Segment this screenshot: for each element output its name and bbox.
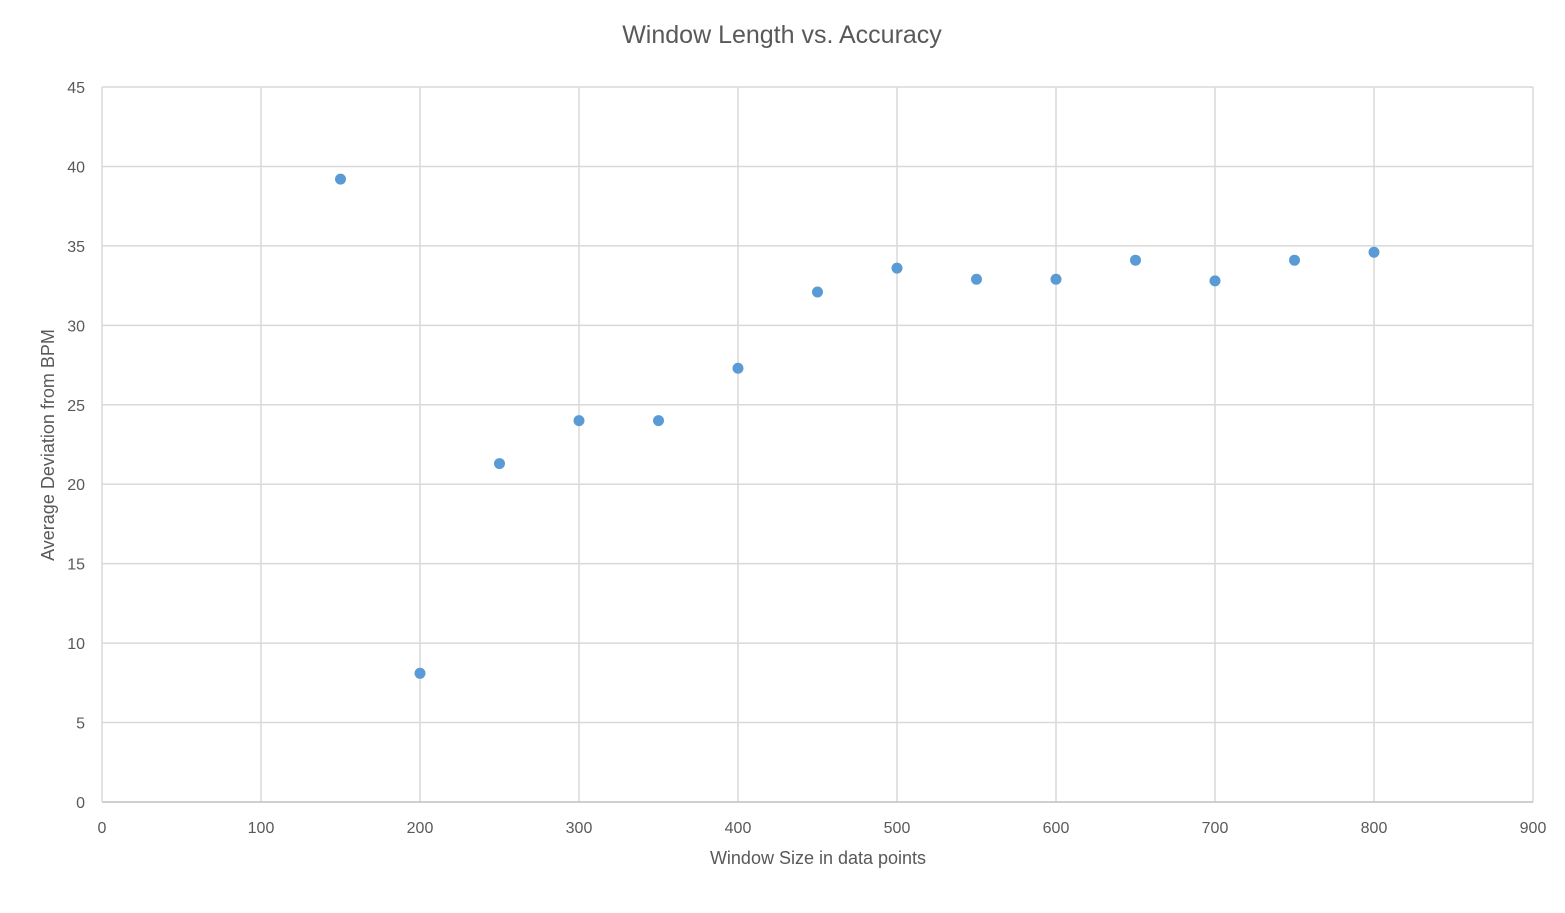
y-tick-label: 0	[76, 795, 85, 812]
data-point	[573, 415, 585, 427]
x-tick-label: 0	[98, 820, 107, 837]
data-points	[335, 173, 1380, 679]
y-tick-label: 20	[67, 477, 85, 494]
axes	[101, 87, 1533, 803]
x-tick-label: 500	[884, 820, 911, 837]
x-tick-label: 900	[1520, 820, 1547, 837]
data-point	[414, 667, 426, 679]
data-point	[971, 273, 982, 285]
y-tick-label: 30	[67, 318, 85, 335]
x-tick-label: 800	[1361, 820, 1388, 837]
y-axis-title: Average Deviation from BPM	[38, 329, 58, 561]
x-tick-label: 300	[566, 820, 593, 837]
x-tick-label: 600	[1043, 820, 1070, 837]
data-point	[1130, 254, 1141, 266]
data-point	[1289, 254, 1300, 266]
data-point	[891, 262, 903, 274]
gridlines	[102, 86, 1534, 802]
y-axis-tick-labels: 0 5 10 15 20 25 30 35 40 45	[67, 80, 85, 812]
data-point	[653, 415, 664, 427]
y-tick-label: 40	[67, 159, 85, 176]
y-tick-label: 35	[67, 239, 85, 256]
data-point	[1050, 273, 1062, 285]
data-point	[494, 458, 505, 470]
data-point	[812, 286, 823, 298]
chart-title: Window Length vs. Accuracy	[622, 21, 942, 49]
y-tick-label: 45	[67, 80, 85, 97]
data-point	[335, 173, 346, 185]
y-tick-label: 5	[76, 716, 85, 733]
y-tick-label: 25	[67, 398, 85, 415]
x-tick-label: 700	[1202, 820, 1229, 837]
x-axis-tick-labels: 0 100 200 300 400 500 600 700 800 900	[98, 820, 1547, 837]
x-tick-label: 100	[248, 820, 275, 837]
x-tick-label: 200	[407, 820, 434, 837]
y-tick-label: 15	[67, 557, 85, 574]
data-point	[732, 362, 744, 374]
data-point	[1209, 275, 1221, 287]
y-tick-label: 10	[67, 636, 85, 653]
data-point	[1368, 246, 1380, 258]
x-tick-label: 400	[725, 820, 752, 837]
x-axis-title: Window Size in data points	[710, 848, 926, 868]
